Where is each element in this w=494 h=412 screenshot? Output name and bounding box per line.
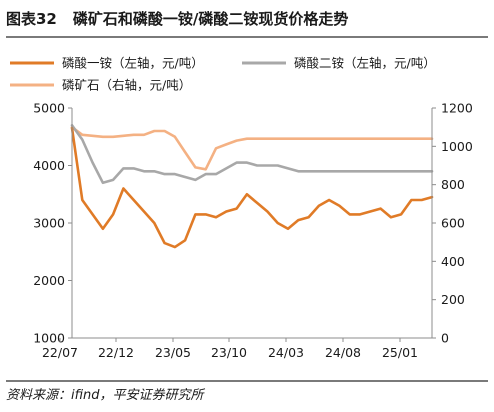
y-right-tick-label: 600 <box>441 216 465 231</box>
y-right-tick-label: 200 <box>441 292 465 307</box>
top-rule <box>6 36 488 38</box>
source-note: 资料来源：ifind，平安证券研究所 <box>6 388 204 403</box>
x-tick-label: 23/10 <box>211 345 247 360</box>
x-tick-label: 24/08 <box>325 345 361 360</box>
y-right-tick-label: 400 <box>441 254 465 269</box>
x-tick-label: 23/05 <box>155 345 191 360</box>
y-left-tick-label: 4000 <box>33 158 65 173</box>
x-tick-label: 24/03 <box>268 345 304 360</box>
series-line-2 <box>70 124 434 185</box>
x-tick-label: 22/07 <box>42 345 78 360</box>
y-left-tick-label: 3000 <box>33 216 65 231</box>
figure-title: 磷矿石和磷酸一铵/磷酸二铵现货价格走势 <box>72 10 349 28</box>
axes: 1000 2000 3000 4000 5000 0 200 400 600 800 1000 120… <box>33 101 473 361</box>
legend-label-1: 磷酸一铵（左轴，元/吨） <box>62 56 204 71</box>
y-left-tick-label: 2000 <box>33 273 65 288</box>
y-left-tick-label: 5000 <box>33 101 65 116</box>
legend-label-3: 磷矿石（右轴，元/吨） <box>62 78 191 93</box>
x-tick-label: 22/12 <box>98 345 134 360</box>
x-tick-label: 25/01 <box>382 345 418 360</box>
series-line-1 <box>70 126 434 249</box>
y-right-tick-label: 1000 <box>441 139 473 154</box>
bottom-rule <box>6 380 488 382</box>
figure-title-bar: 图表32 磷矿石和磷酸一铵/磷酸二铵现货价格走势 <box>6 6 488 32</box>
y-left-tick-label: 1000 <box>33 331 65 346</box>
legend: 磷酸一铵（左轴，元/吨） 磷酸二铵（左轴，元/吨） 磷矿石（右轴，元/吨） <box>10 56 436 93</box>
legend-label-2: 磷酸二铵（左轴，元/吨） <box>294 56 436 71</box>
y-right-tick-label: 800 <box>441 177 465 192</box>
figure-number: 图表32 <box>6 10 57 28</box>
y-right-tick-label: 1200 <box>441 101 473 116</box>
series-layer <box>70 124 434 249</box>
series-line-3 <box>70 125 434 171</box>
y-right-tick-label: 0 <box>441 331 449 346</box>
